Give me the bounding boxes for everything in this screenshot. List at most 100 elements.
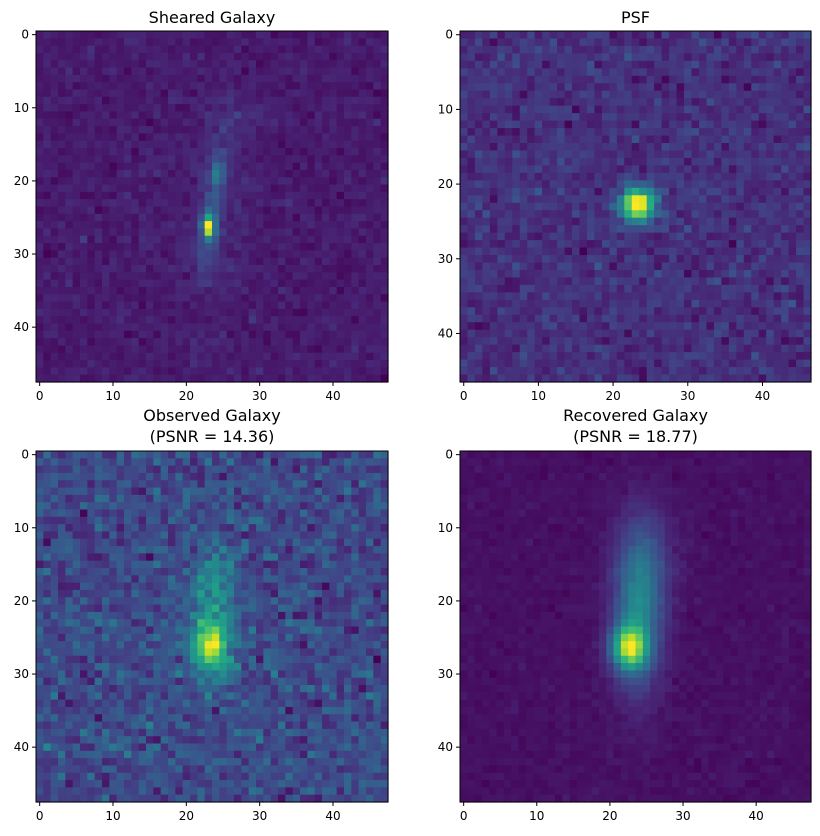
heatmap-cell (102, 235, 110, 244)
heatmap-cell (728, 232, 737, 241)
heatmap-cell (646, 180, 655, 189)
heatmap-cell (586, 45, 596, 55)
heatmap-cell (329, 509, 338, 518)
heatmap-cell (278, 480, 286, 489)
heatmap-cell (102, 330, 110, 339)
heatmap-cell (728, 247, 737, 256)
heatmap-cell (182, 67, 191, 76)
heatmap-cell (803, 120, 812, 129)
heatmap-cell (482, 314, 491, 323)
heatmap-cell (639, 105, 648, 114)
heatmap-cell (706, 269, 715, 279)
heatmap-cell (467, 217, 476, 226)
heatmap-cell (676, 255, 685, 264)
heatmap-cell (380, 345, 389, 354)
heatmap-cell (263, 155, 272, 164)
heatmap-cell (527, 195, 536, 204)
heatmap-cell (234, 367, 242, 376)
heatmap-cell (175, 82, 184, 91)
heatmap-cell (102, 458, 110, 467)
heatmap-cell (482, 165, 491, 174)
heatmap-cell (234, 199, 242, 208)
heatmap-cell (190, 140, 198, 149)
heatmap-cell (549, 225, 558, 234)
heatmap-cell (706, 367, 715, 376)
heatmap-cell (351, 191, 360, 200)
heatmap-cell (43, 221, 52, 230)
heatmap-cell (116, 494, 125, 503)
heatmap-cell (329, 104, 338, 113)
heatmap-cell (270, 265, 279, 273)
heatmap-cell (36, 458, 44, 467)
heatmap-cell (65, 272, 74, 281)
heatmap-cell (373, 294, 382, 303)
heatmap-cell (519, 45, 528, 55)
heatmap-cell (87, 494, 96, 503)
heatmap-cell (460, 157, 469, 167)
heatmap-cell (646, 202, 655, 211)
heatmap-cell (572, 210, 581, 219)
heatmap-cell (736, 165, 745, 174)
heatmap-cell (351, 169, 360, 178)
heatmap-cell (467, 210, 476, 219)
heatmap-cell (72, 118, 81, 127)
heatmap-cell (124, 74, 132, 83)
heatmap-cell (116, 502, 125, 511)
heatmap-cell (758, 83, 767, 92)
heatmap-cell (781, 202, 790, 211)
heatmap-cell (307, 67, 316, 76)
heatmap-cell (803, 352, 812, 361)
heatmap-cell (557, 180, 566, 189)
heatmap-cell (557, 157, 566, 167)
heatmap-cell (497, 143, 506, 152)
heatmap-cell (504, 314, 513, 323)
heatmap-cell (36, 465, 44, 474)
heatmap-cell (256, 213, 264, 222)
heatmap-cell (329, 257, 338, 266)
heatmap-cell (226, 104, 235, 113)
heatmap-cell (728, 210, 737, 219)
heatmap-cell (646, 120, 655, 129)
heatmap-cell (256, 480, 264, 489)
heatmap-cell (153, 472, 162, 481)
heatmap-cell (285, 272, 294, 281)
heatmap-cell (474, 299, 484, 308)
heatmap-cell (65, 257, 74, 266)
heatmap-cell (116, 162, 125, 171)
heatmap-cell (616, 195, 625, 204)
heatmap-cell (594, 337, 603, 346)
heatmap-cell (292, 367, 301, 376)
heatmap-cell (87, 487, 96, 496)
heatmap-cell (124, 52, 132, 61)
heatmap-cell (146, 308, 154, 317)
heatmap-cell (669, 337, 678, 346)
heatmap-cell (773, 269, 782, 279)
heatmap-cell (307, 169, 316, 178)
heatmap-cell (474, 277, 484, 286)
heatmap-cell (654, 367, 663, 376)
heatmap-cell (175, 228, 184, 237)
heatmap-cell (706, 247, 715, 256)
heatmap-cell (512, 262, 521, 271)
heatmap-cell (138, 133, 147, 142)
heatmap-cell (43, 31, 52, 39)
heatmap-cell (661, 143, 670, 152)
heatmap-cell (549, 232, 558, 241)
heatmap-cell (336, 374, 345, 383)
heatmap-cell (736, 38, 745, 47)
heatmap-cell (256, 265, 264, 273)
heatmap-cell (728, 255, 737, 264)
heatmap-cell (380, 213, 389, 222)
heatmap-cell (241, 191, 250, 200)
heatmap-cell (358, 472, 367, 481)
heatmap-cell (43, 74, 52, 83)
heatmap-cell (204, 480, 213, 489)
heatmap-cell (572, 187, 581, 196)
heatmap-cell (519, 31, 528, 40)
heatmap-cell (278, 345, 286, 354)
heatmap-cell (80, 301, 88, 310)
heatmap-cell (124, 480, 132, 489)
heatmap-cell (124, 465, 132, 474)
heatmap-cell (373, 45, 382, 54)
heatmap-cell (572, 60, 581, 69)
